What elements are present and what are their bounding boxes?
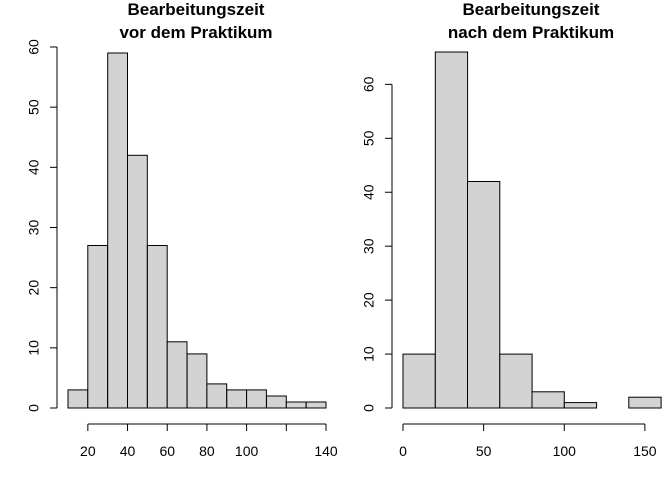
- histogram-bar: [467, 181, 501, 409]
- chart-title-line-1: Bearbeitungszeit: [128, 0, 265, 19]
- y-tick-label: 0: [26, 404, 42, 412]
- histogram-bar: [67, 389, 89, 409]
- y-tick-label: 0: [361, 404, 377, 412]
- y-tick-label: 40: [26, 159, 42, 175]
- histogram-bar: [434, 51, 469, 409]
- histogram-panel-before: Bearbeitungszeit vor dem Praktikum 20 40 6…: [26, 0, 338, 459]
- histogram-panel-after: Bearbeitungszeit nach dem Praktikum 0 50 1…: [361, 0, 662, 459]
- x-tick-label: 150: [633, 443, 657, 459]
- y-tick-label: 60: [26, 39, 42, 55]
- y-tick-label: 30: [26, 220, 42, 236]
- histogram-bar: [146, 245, 168, 409]
- histogram-bar: [226, 389, 248, 409]
- histogram-bar: [186, 353, 208, 409]
- histogram-bar: [402, 353, 436, 409]
- x-tick-label: 0: [399, 443, 407, 459]
- histogram-bar: [127, 154, 148, 409]
- x-tick-label: 40: [120, 443, 136, 459]
- chart-title-line-2: vor dem Praktikum: [119, 23, 272, 42]
- histogram-bar: [266, 395, 287, 409]
- x-tick-label: 60: [159, 443, 175, 459]
- x-tick-label: 80: [199, 443, 215, 459]
- histogram-bar: [305, 401, 327, 409]
- histogram-bar: [531, 391, 565, 409]
- histogram-bar: [206, 383, 228, 409]
- y-tick-label: 10: [26, 340, 42, 356]
- y-tick-label: 40: [361, 184, 377, 200]
- y-tick-label: 60: [361, 76, 377, 92]
- histogram-bar: [87, 245, 109, 409]
- y-tick-label: 20: [26, 280, 42, 296]
- x-tick-label: 100: [235, 443, 259, 459]
- x-tick-label: 140: [314, 443, 338, 459]
- chart-title-line-2: nach dem Praktikum: [448, 23, 614, 42]
- y-tick-label: 30: [361, 238, 377, 254]
- histogram-bar: [499, 353, 533, 409]
- histogram-bar: [107, 52, 128, 409]
- histogram-bar: [285, 401, 307, 409]
- histogram-bar: [563, 402, 598, 409]
- chart-title-line-1: Bearbeitungszeit: [463, 0, 600, 19]
- y-tick-label: 50: [26, 99, 42, 115]
- histogram-bar: [628, 396, 662, 409]
- histogram-bar: [166, 341, 188, 409]
- y-tick-label: 20: [361, 292, 377, 308]
- y-tick-label: 50: [361, 130, 377, 146]
- x-tick-label: 50: [476, 443, 492, 459]
- x-tick-label: 20: [80, 443, 96, 459]
- y-tick-label: 10: [361, 346, 377, 362]
- x-tick-label: 100: [553, 443, 577, 459]
- histogram-bar: [246, 389, 267, 409]
